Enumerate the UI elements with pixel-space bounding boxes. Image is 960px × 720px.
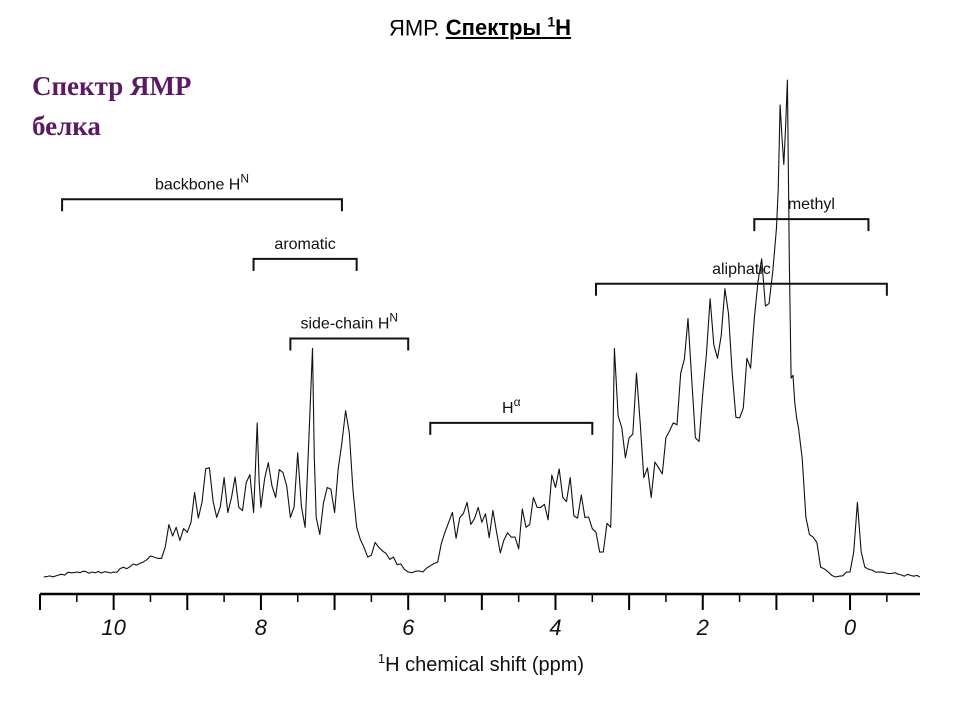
title-main-word: Спектры: [445, 15, 542, 41]
x-axis-title-sup: 1: [378, 651, 385, 666]
region-bracket: [252, 257, 358, 271]
title-prefix: ЯМР.: [388, 15, 440, 41]
x-tick-label: 0: [844, 615, 857, 640]
region-bracket: [429, 421, 594, 435]
side-title-line-1: Спектр ЯМР: [32, 71, 192, 101]
spectrum-trace: [43, 79, 921, 578]
title-nucleus: H: [555, 15, 572, 41]
x-axis-title-text: H chemical shift (ppm): [385, 654, 584, 676]
x-tick-label: 4: [549, 615, 561, 640]
side-title: Спектр ЯМР белка: [32, 66, 191, 146]
x-tick-label: 6: [402, 615, 415, 640]
region-bracket: [61, 198, 343, 212]
region-label: backbone HN: [155, 171, 249, 193]
region-bracket: [289, 337, 410, 351]
x-tick-label: 10: [101, 615, 126, 640]
page-title: ЯМР. Спектры 1H: [0, 14, 960, 41]
region-label: Hα: [502, 395, 521, 417]
region-label: aliphatic: [712, 261, 771, 278]
region-bracket: [753, 218, 870, 232]
title-superscript: 1: [547, 14, 556, 30]
region-label: side-chain HN: [300, 310, 398, 332]
region-label: methyl: [788, 196, 835, 213]
side-title-line-2: белка: [32, 111, 101, 141]
region-bracket: [594, 282, 888, 296]
region-label: aromatic: [274, 236, 335, 253]
x-tick-label: 2: [696, 615, 709, 640]
x-axis-title: 1H chemical shift (ppm): [378, 651, 584, 676]
x-tick-label: 8: [255, 615, 268, 640]
title-main: Спектры 1H: [445, 14, 572, 41]
